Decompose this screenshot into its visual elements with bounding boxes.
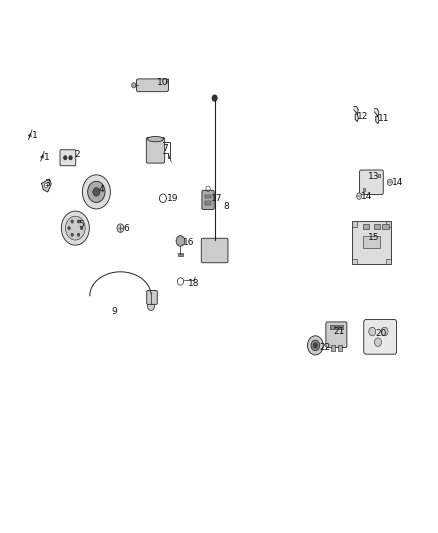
FancyBboxPatch shape [146,138,165,163]
Circle shape [88,181,105,203]
Text: 19: 19 [167,194,179,203]
Bar [352,259,357,264]
Text: 3: 3 [44,180,49,188]
Circle shape [131,83,136,88]
Bar [382,224,389,229]
Bar [363,236,380,248]
Bar [374,224,380,229]
Bar [352,221,391,264]
Circle shape [77,233,80,236]
Circle shape [357,193,362,199]
Circle shape [66,216,85,240]
Circle shape [369,327,376,336]
Circle shape [307,336,323,355]
FancyBboxPatch shape [147,290,157,304]
FancyBboxPatch shape [202,190,214,209]
Circle shape [82,175,110,209]
Circle shape [71,220,74,223]
Circle shape [117,224,124,232]
Text: 4: 4 [99,185,104,193]
Circle shape [44,183,48,188]
Text: 21: 21 [334,327,345,336]
Circle shape [80,227,83,230]
Circle shape [311,340,320,351]
FancyBboxPatch shape [137,79,168,92]
Bar [363,224,369,229]
Text: 7: 7 [162,144,168,152]
Text: 12: 12 [357,112,368,120]
Circle shape [71,233,74,236]
Circle shape [148,302,155,311]
Bar [205,195,211,198]
Circle shape [176,236,185,246]
FancyBboxPatch shape [60,150,76,166]
Bar [338,345,342,351]
Polygon shape [374,109,379,124]
Circle shape [93,188,100,196]
Text: 14: 14 [361,192,373,200]
Text: 6: 6 [124,224,129,232]
Bar [178,253,183,256]
Bar [331,345,335,351]
Circle shape [61,211,89,245]
Text: 2: 2 [74,150,80,159]
Text: 18: 18 [188,279,200,288]
Circle shape [212,95,217,101]
Polygon shape [42,179,51,192]
Text: 16: 16 [183,238,194,247]
Bar [378,174,380,177]
Bar [335,325,338,329]
Text: 17: 17 [211,194,223,203]
Text: 13: 13 [368,173,379,181]
Circle shape [313,343,318,348]
Bar [386,221,391,227]
Circle shape [77,220,80,223]
Bar [386,259,391,264]
Polygon shape [354,107,358,122]
Circle shape [381,327,388,336]
Text: 22: 22 [319,343,330,352]
Text: 11: 11 [378,114,389,123]
Text: 10: 10 [157,78,168,87]
Bar [330,325,334,329]
Bar [352,221,357,227]
FancyBboxPatch shape [360,170,383,195]
Circle shape [387,179,392,185]
Bar [339,325,343,329]
Ellipse shape [148,136,163,142]
Text: 15: 15 [368,233,379,241]
Text: 20: 20 [376,329,387,337]
Circle shape [68,227,71,230]
Text: 1: 1 [44,153,49,161]
Circle shape [64,156,67,160]
Bar [205,201,211,205]
FancyBboxPatch shape [326,322,347,348]
Text: 9: 9 [112,308,117,316]
FancyBboxPatch shape [364,320,396,354]
Text: 5: 5 [78,221,84,229]
Circle shape [374,338,381,346]
Text: 1: 1 [32,132,37,140]
Text: 8: 8 [223,203,229,211]
Bar [363,188,365,191]
Circle shape [69,156,72,160]
FancyBboxPatch shape [201,238,228,263]
Text: 14: 14 [392,178,403,187]
